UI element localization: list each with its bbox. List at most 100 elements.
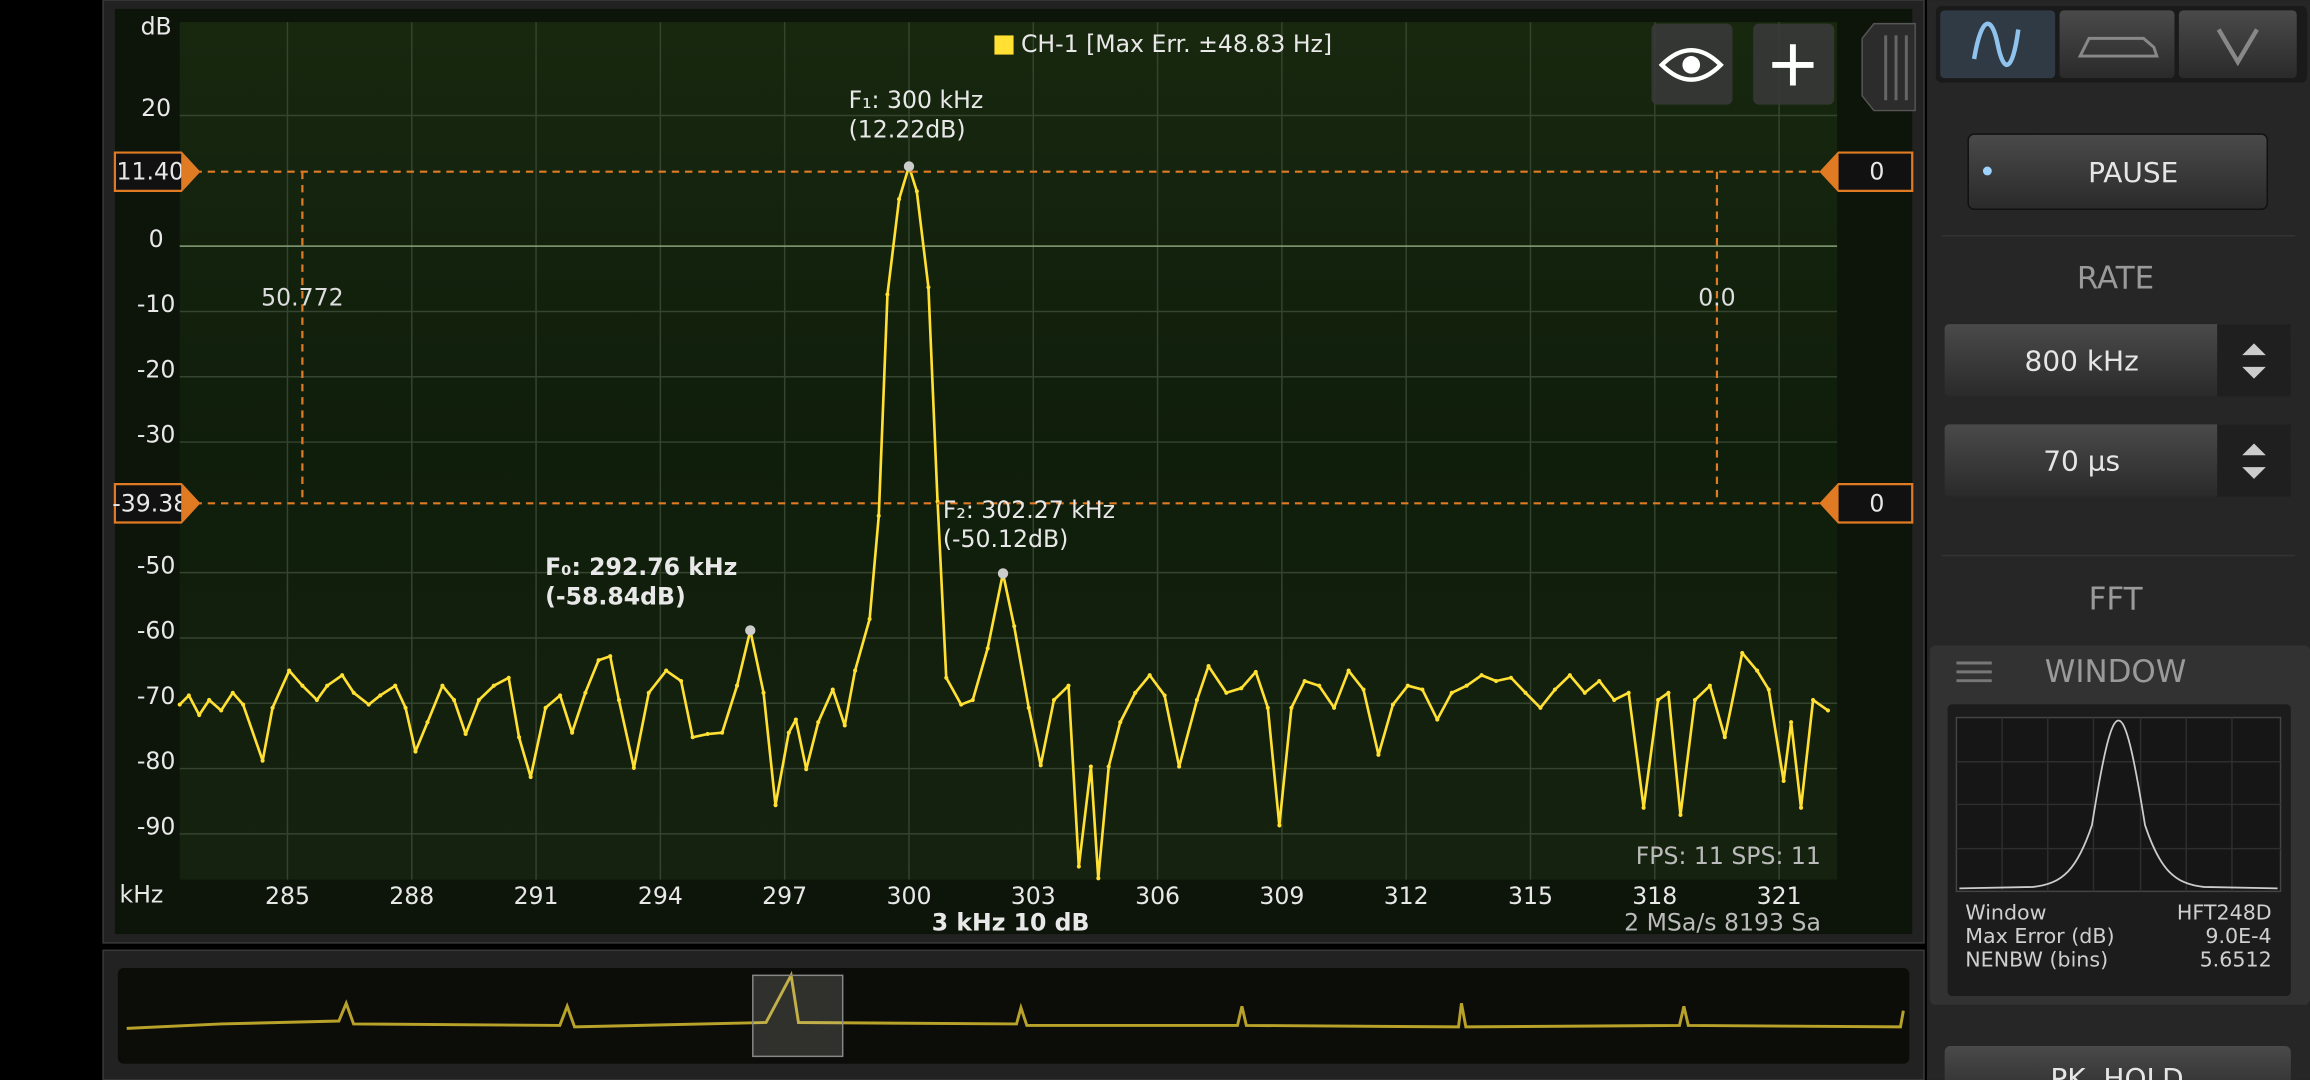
rate-spinner[interactable] (2217, 324, 2291, 397)
car-icon (2077, 36, 2159, 58)
cursor-arrow (181, 485, 199, 521)
sample-dot (219, 708, 224, 713)
sample-dot (378, 693, 383, 698)
sample-dot (1567, 673, 1572, 678)
overview-trace (126, 970, 1905, 1030)
x-axis-label: kHz (120, 880, 164, 908)
sample-dot (1552, 687, 1557, 692)
sample-dot (413, 749, 418, 754)
menu-icon[interactable] (1956, 661, 1992, 683)
sample-dot (583, 690, 588, 695)
sample-dot (177, 702, 182, 707)
eye-icon (1658, 48, 1724, 82)
sample-dot (1239, 686, 1244, 691)
sample-dot (1106, 764, 1111, 769)
sample-dot (1405, 683, 1410, 688)
sample-dot (985, 646, 990, 651)
sample-dot (1390, 702, 1395, 707)
tab-car[interactable] (2059, 10, 2175, 79)
sample-dot (451, 697, 457, 703)
cursor-tab-left[interactable] (113, 151, 201, 192)
sample-dot (1449, 690, 1454, 695)
cursor-arrow (1820, 154, 1839, 190)
x-tick-label: 294 (638, 882, 683, 910)
y-tick-label: -80 (137, 747, 176, 775)
sample-dot (734, 683, 740, 688)
sample-dot (1026, 705, 1031, 710)
pk-hold-label: PK. HOLD (2050, 1062, 2183, 1080)
v-icon (2216, 28, 2259, 67)
rate-field[interactable] (1944, 324, 2291, 397)
sample-dot (679, 678, 684, 684)
cursor-tab-right[interactable] (1819, 151, 1914, 192)
sample-dot (366, 702, 371, 707)
sample-dot (664, 668, 669, 673)
marker-dot (745, 625, 756, 636)
sample-dot (393, 683, 398, 688)
cursor-arrow (181, 154, 199, 190)
y-tick-label: -70 (137, 682, 176, 710)
sample-dot (830, 687, 835, 692)
sample-dot (1811, 697, 1816, 703)
sample-dot (1626, 690, 1631, 695)
time-field[interactable] (1944, 424, 2291, 497)
cursor-level-label: -39.38 (112, 489, 188, 517)
sample-dot (690, 735, 695, 740)
sample-dot (793, 717, 798, 722)
drawer-handle[interactable] (1861, 22, 1916, 112)
overview-window[interactable] (752, 974, 844, 1058)
cursor-tab-left[interactable] (113, 483, 201, 524)
sample-dot (1825, 708, 1831, 713)
sample-dot (1162, 693, 1167, 698)
y-tick-label: 0 (149, 225, 164, 253)
legend-swatch (994, 35, 1014, 55)
sample-dot (207, 697, 212, 703)
sample-dot (1361, 687, 1366, 692)
time-spinner[interactable] (2217, 424, 2291, 497)
sample-dot (1012, 624, 1017, 629)
sample-dot (816, 720, 821, 725)
sample-dot (761, 690, 766, 695)
cursor-tab-right[interactable] (1819, 483, 1914, 524)
x-tick-label: 309 (1259, 882, 1304, 910)
marker-level: (-58.84dB) (545, 583, 686, 611)
sample-dot (1707, 683, 1712, 688)
sample-dot (1289, 705, 1294, 710)
scale-info: 3 kHz 10 dB (932, 908, 1090, 936)
sample-dot (1317, 683, 1322, 688)
sample-dot (440, 683, 445, 688)
plot: 285 288 291 294 297 300 303 306 309 312 315 318 321 2… (112, 22, 1914, 910)
info-value: HFT248D (2177, 900, 2272, 924)
wave-icon (1971, 21, 2021, 67)
sample-dot (570, 730, 575, 735)
handle-grip (1884, 35, 1908, 101)
y-tick-label: -50 (137, 551, 176, 579)
pause-button[interactable] (1967, 133, 2269, 211)
overview-strip[interactable] (117, 967, 1910, 1064)
info-value: 9.0E-4 (2205, 924, 2271, 948)
pk-hold-button[interactable] (1944, 1046, 2291, 1080)
x-tick-label: 288 (389, 882, 434, 910)
sample-dot (1641, 805, 1646, 810)
y-tick-label: -20 (137, 355, 176, 383)
x-tick-label: 312 (1384, 882, 1429, 910)
marker-label: F₁: 300 kHz (849, 86, 984, 114)
sample-dot (1206, 663, 1211, 669)
x-tick-label: 285 (265, 882, 310, 910)
y-tick-label: -10 (137, 290, 176, 318)
sample-dot (506, 675, 511, 680)
eye-pupil (1682, 56, 1701, 74)
sample-dot (1678, 812, 1683, 817)
sample-dot (1766, 687, 1771, 692)
sample-dot (1722, 735, 1727, 740)
sample-dot (1479, 673, 1484, 678)
sample-dot (1096, 876, 1101, 881)
y-tick-label: 20 (141, 94, 171, 122)
fps-info: FPS: 11 SPS: 11 (1636, 842, 1821, 870)
tab-volt[interactable] (2178, 10, 2297, 79)
sample-dot (1692, 697, 1698, 703)
sample-dot (1666, 690, 1671, 695)
sample-dot (944, 675, 949, 680)
info-key: Window (1965, 900, 2046, 924)
x-tick-label: 291 (514, 882, 559, 910)
